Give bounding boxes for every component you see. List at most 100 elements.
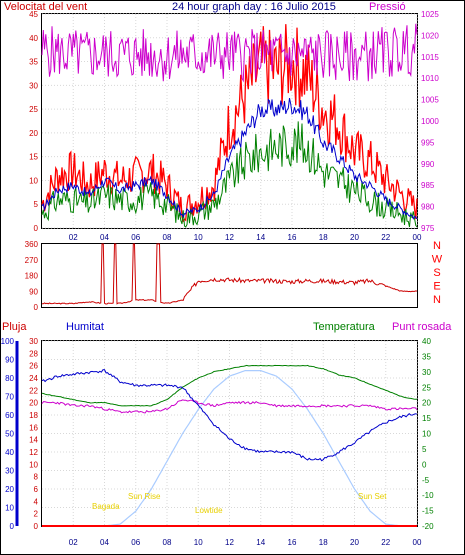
time-tick-label: 10 — [194, 538, 203, 547]
right-tick-label: 1025 — [421, 10, 439, 19]
right-tick-label: 1020 — [421, 31, 439, 40]
humidity-tick-label: 0 — [10, 522, 15, 531]
time-tick-label: 06 — [131, 538, 140, 547]
rain-tick-label: 14 — [29, 436, 38, 445]
compass-label: E — [433, 281, 440, 293]
temp-tick-label: 5 — [422, 445, 427, 454]
temp-tick-label: 40 — [422, 337, 431, 346]
right-tick-label: 1010 — [421, 74, 439, 83]
humidity-tick-label: 90 — [5, 356, 14, 365]
rain-legend: Pluja — [2, 321, 27, 333]
rain-tick-label: 30 — [29, 337, 38, 346]
wind-speed-label: Velocitat del vent — [4, 1, 87, 13]
time-tick-label: 04 — [100, 538, 109, 547]
temp-tick-label: -10 — [422, 491, 434, 500]
left-tick-label: 15 — [29, 153, 38, 162]
temp-tick-label: -20 — [422, 522, 434, 531]
humidity-tick-label: 60 — [5, 411, 14, 420]
temperature-legend: Temperatura — [313, 321, 376, 333]
direction-tick-label: 180 — [25, 272, 39, 281]
speed-series-line — [41, 97, 418, 220]
pressure-label: Pressió — [369, 1, 406, 13]
right-tick-label: 990 — [421, 160, 435, 169]
wind-pressure-series — [41, 23, 418, 228]
temperature-series-line — [41, 364, 417, 407]
rain-tick-label: 22 — [29, 386, 38, 395]
direction-series-line — [41, 243, 418, 305]
compass-label: N — [433, 240, 441, 252]
right-tick-label: 975 — [421, 224, 435, 233]
time-tick-label: 22 — [381, 538, 390, 547]
temp-tick-label: 25 — [422, 383, 431, 392]
climate-series — [41, 364, 418, 527]
time-tick-label: 22 — [381, 233, 390, 242]
rain-tick-label: 2 — [34, 510, 39, 519]
compass-label: S — [433, 267, 440, 279]
annotation-lowtide: Lowtide — [195, 506, 223, 515]
green-series-line — [41, 121, 418, 228]
right-tick-label: 1005 — [421, 96, 439, 105]
compass-label: W — [432, 254, 443, 266]
time-tick-label: 06 — [131, 233, 140, 242]
time-tick-label: 08 — [163, 538, 172, 547]
time-tick-label: 12 — [225, 538, 234, 547]
humidity-tick-label: 50 — [5, 430, 14, 439]
gust-series-line — [41, 24, 418, 223]
temp-tick-label: 30 — [422, 368, 431, 377]
time-tick-label: 14 — [256, 538, 265, 547]
temp-tick-label: 0 — [422, 460, 427, 469]
time-tick-label: 16 — [288, 538, 297, 547]
rain-tick-label: 28 — [29, 349, 38, 358]
humidity-tick-label: 20 — [5, 485, 14, 494]
time-tick-label: 12 — [225, 233, 234, 242]
left-tick-label: 25 — [29, 105, 38, 114]
humidity-tick-label: 100 — [1, 337, 15, 346]
time-tick-label: 02 — [69, 538, 78, 547]
time-tick-label: 18 — [319, 233, 328, 242]
time-tick-label: 02 — [69, 233, 78, 242]
temp-tick-label: 20 — [422, 399, 431, 408]
temp-tick-label: 10 — [422, 430, 431, 439]
wind-direction-panel — [41, 243, 418, 308]
wind-pressure-panel — [41, 13, 418, 229]
time-tick-label: 00 — [413, 233, 422, 242]
rain-tick-label: 26 — [29, 362, 38, 371]
direction-tick-label: 360 — [25, 240, 39, 249]
climate-time-labels: 02 04 06 08 10 12 14 16 18 20 22 00 — [69, 538, 422, 547]
right-tick-label: 985 — [421, 181, 435, 190]
dewpoint-series-line — [41, 399, 418, 414]
rain-tick-label: 16 — [29, 423, 38, 432]
direction-tick-label: 270 — [25, 256, 39, 265]
annotation-sun-rise: Sun Rise — [128, 492, 161, 501]
direction-tick-label: 90 — [29, 287, 38, 296]
left-tick-label: 10 — [29, 176, 38, 185]
left-tick-label: 0 — [34, 224, 39, 233]
compass-label: N — [433, 294, 441, 306]
humidity-tick-label: 40 — [5, 448, 14, 457]
temp-tick-label: 35 — [422, 352, 431, 361]
humidity-series-line — [41, 369, 418, 462]
right-tick-label: 995 — [421, 138, 435, 147]
left-tick-label: 45 — [29, 10, 38, 19]
wind-direction-series — [41, 243, 418, 305]
left-tick-label: 20 — [29, 129, 38, 138]
time-tick-label: 08 — [163, 233, 172, 242]
right-tick-label: 1015 — [421, 53, 439, 62]
direction-tick-label: 0 — [34, 303, 39, 312]
time-tick-label: 16 — [288, 233, 297, 242]
rain-tick-label: 4 — [34, 497, 39, 506]
right-tick-label: 1000 — [421, 117, 439, 126]
time-tick-label: 14 — [256, 233, 265, 242]
temp-tick-label: -15 — [422, 507, 434, 516]
left-tick-label: 5 — [34, 200, 39, 209]
left-tick-label: 35 — [29, 58, 38, 67]
annotation-sun-set: Sun Set — [358, 492, 387, 501]
wind-pressure-time-labels: 02 04 06 08 10 12 14 16 18 20 22 00 — [69, 233, 422, 242]
rain-tick-label: 12 — [29, 448, 38, 457]
rain-tick-label: 6 — [34, 485, 39, 494]
chart-title: 24 hour graph day : 16 Julio 2015 — [172, 1, 336, 13]
time-tick-label: 04 — [100, 233, 109, 242]
